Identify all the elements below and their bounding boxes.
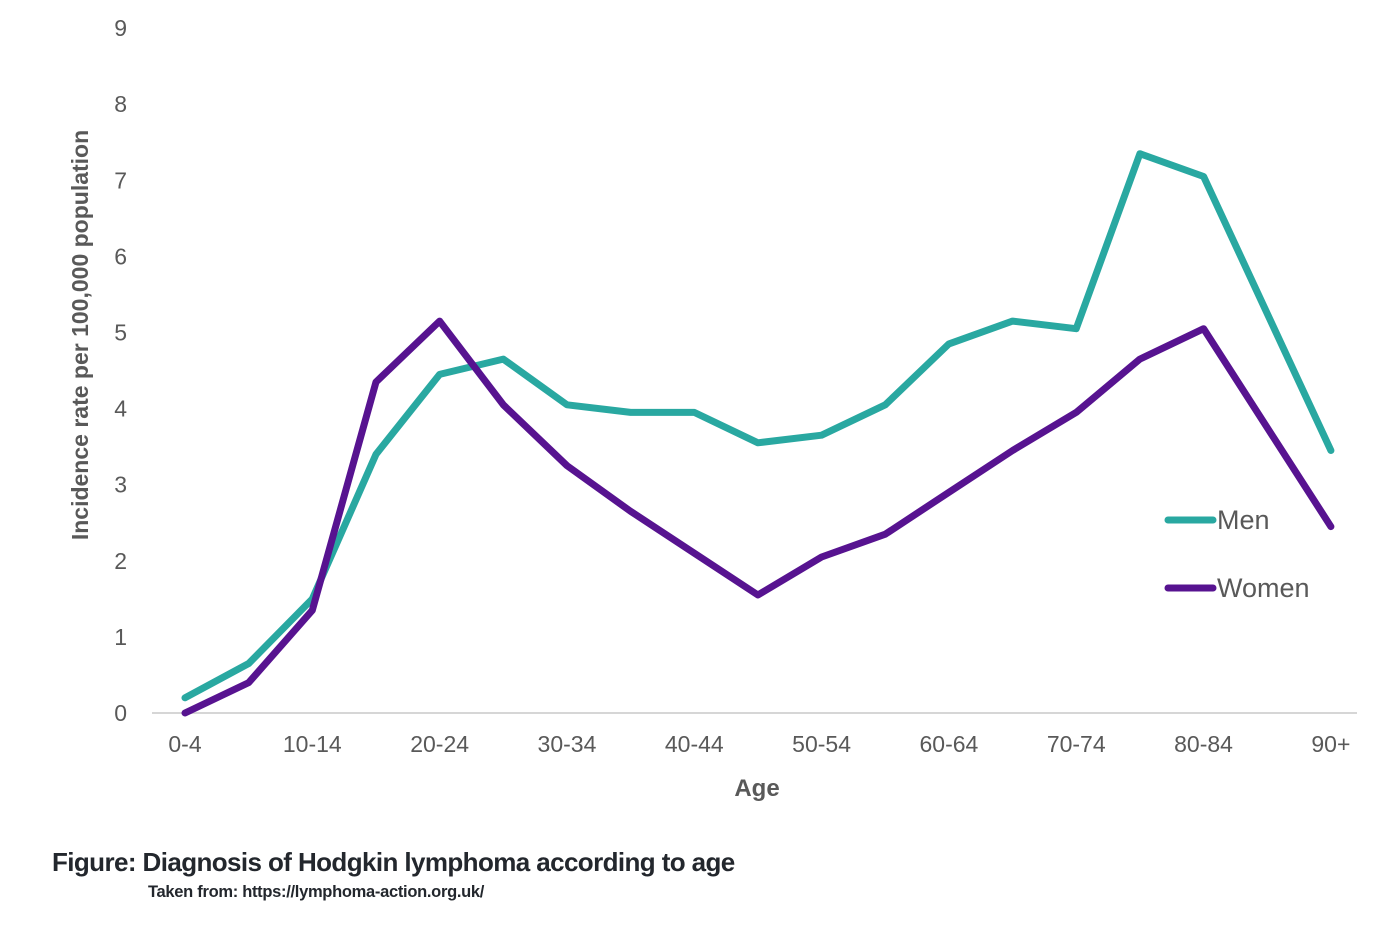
y-axis-tick-label: 7 bbox=[114, 167, 127, 193]
figure-caption: Figure: Diagnosis of Hodgkin lymphoma ac… bbox=[52, 848, 1352, 902]
x-axis-tick-label: 50-54 bbox=[792, 731, 851, 757]
y-axis-tick-label: 9 bbox=[114, 15, 127, 41]
x-axis-tick-label: 40-44 bbox=[665, 731, 724, 757]
x-axis-tick-label: 10-14 bbox=[283, 731, 342, 757]
men-line-series bbox=[181, 150, 1335, 702]
x-axis-tick-label: 70-74 bbox=[1047, 731, 1106, 757]
figure-caption-title: Figure: Diagnosis of Hodgkin lymphoma ac… bbox=[52, 847, 735, 877]
x-axis-tick-label: 0-4 bbox=[168, 731, 201, 757]
y-axis-tick-label: 6 bbox=[114, 243, 127, 269]
y-axis-tick-label: 8 bbox=[114, 91, 127, 117]
x-axis-tick-label: 20-24 bbox=[410, 731, 469, 757]
figure-caption-source: Taken from: https://lymphoma-action.org.… bbox=[148, 882, 485, 901]
y-axis-tick-label: 3 bbox=[114, 472, 127, 498]
y-axis-title: Incidence rate per 100,000 population bbox=[67, 130, 93, 540]
x-axis-tick-label: 80-84 bbox=[1174, 731, 1233, 757]
y-axis-tick-label: 5 bbox=[114, 320, 127, 346]
y-axis-tick-label: 0 bbox=[114, 700, 127, 726]
y-axis-tick-label: 1 bbox=[114, 624, 127, 650]
x-axis-tick-label: 30-34 bbox=[538, 731, 597, 757]
x-axis-tick-label: 90+ bbox=[1311, 731, 1350, 757]
line-chart: 0 1 2 3 4 5 6 7 8 9 0-4 10-14 20-24 30-34 40-44 50-54 60… bbox=[67, 15, 1357, 802]
legend-label-men: Men bbox=[1217, 505, 1270, 535]
y-axis-tick-label: 2 bbox=[114, 548, 127, 574]
y-axis-tick-label: 4 bbox=[114, 396, 127, 422]
x-axis-title: Age bbox=[734, 775, 779, 802]
women-line-series bbox=[181, 317, 1335, 717]
legend-label-women: Women bbox=[1217, 573, 1310, 603]
x-axis-tick-label: 60-64 bbox=[920, 731, 979, 757]
